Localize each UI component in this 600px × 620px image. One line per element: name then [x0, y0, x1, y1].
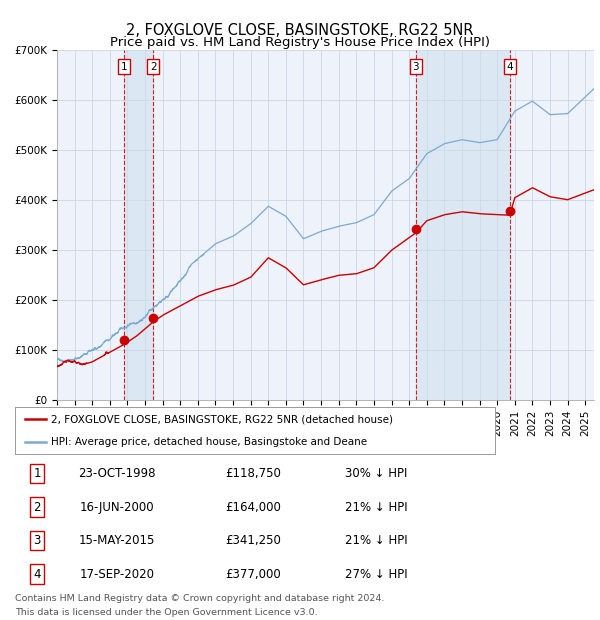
- Text: 3: 3: [34, 534, 41, 547]
- Text: 2: 2: [34, 501, 41, 513]
- Text: 2, FOXGLOVE CLOSE, BASINGSTOKE, RG22 5NR (detached house): 2, FOXGLOVE CLOSE, BASINGSTOKE, RG22 5NR…: [51, 414, 393, 425]
- Text: 21% ↓ HPI: 21% ↓ HPI: [344, 501, 407, 513]
- Text: 2: 2: [150, 62, 157, 72]
- Text: 4: 4: [34, 568, 41, 580]
- Text: 23-OCT-1998: 23-OCT-1998: [78, 467, 155, 480]
- Bar: [416, 50, 509, 400]
- Text: £377,000: £377,000: [226, 568, 281, 580]
- Text: Contains HM Land Registry data © Crown copyright and database right 2024.: Contains HM Land Registry data © Crown c…: [15, 594, 385, 603]
- Text: 1: 1: [121, 62, 127, 72]
- Text: 3: 3: [412, 62, 419, 72]
- Text: 21% ↓ HPI: 21% ↓ HPI: [344, 534, 407, 547]
- Text: 1: 1: [34, 467, 41, 480]
- Text: 4: 4: [506, 62, 513, 72]
- Text: This data is licensed under the Open Government Licence v3.0.: This data is licensed under the Open Gov…: [15, 608, 317, 617]
- Text: 2, FOXGLOVE CLOSE, BASINGSTOKE, RG22 5NR: 2, FOXGLOVE CLOSE, BASINGSTOKE, RG22 5NR: [126, 23, 474, 38]
- Text: Price paid vs. HM Land Registry's House Price Index (HPI): Price paid vs. HM Land Registry's House …: [110, 36, 490, 49]
- Bar: [124, 50, 153, 400]
- Text: £164,000: £164,000: [226, 501, 281, 513]
- Text: £341,250: £341,250: [226, 534, 281, 547]
- Text: 30% ↓ HPI: 30% ↓ HPI: [344, 467, 407, 480]
- Text: 16-JUN-2000: 16-JUN-2000: [80, 501, 154, 513]
- Text: 15-MAY-2015: 15-MAY-2015: [79, 534, 155, 547]
- Text: HPI: Average price, detached house, Basingstoke and Deane: HPI: Average price, detached house, Basi…: [51, 436, 367, 447]
- Text: 27% ↓ HPI: 27% ↓ HPI: [344, 568, 407, 580]
- Text: 17-SEP-2020: 17-SEP-2020: [79, 568, 154, 580]
- Text: £118,750: £118,750: [226, 467, 281, 480]
